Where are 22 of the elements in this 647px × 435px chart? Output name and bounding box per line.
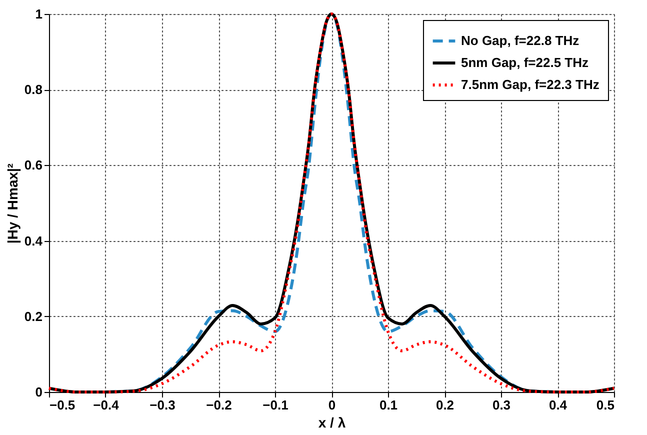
legend-label: No Gap, f=22.8 THz (461, 33, 580, 48)
y-tick-label: 0 (35, 384, 42, 400)
x-tick-label: 0.5 (596, 398, 614, 412)
y-axis-title: |Hy / Hmax|² (4, 163, 22, 244)
y-tick-label: 0.2 (24, 308, 42, 324)
x-tick-label: 0.4 (548, 398, 568, 412)
x-tick-label: −0.2 (206, 398, 232, 412)
x-tick-label: −0.1 (262, 398, 288, 412)
x-tick-label: 0.1 (379, 398, 398, 412)
x-tick-label: 0.2 (436, 398, 454, 412)
legend-label: 7.5nm Gap, f=22.3 THz (461, 77, 600, 92)
x-tick-label: −0.4 (93, 398, 120, 412)
y-tick-label: 0.4 (24, 233, 44, 248)
y-tick-label: 1 (35, 6, 42, 22)
x-axis-title: x / λ (318, 414, 346, 430)
y-tick-label: 0.6 (24, 158, 42, 173)
y-tick-label: 0.8 (24, 82, 42, 98)
legend-label: 5nm Gap, f=22.5 THz (461, 55, 590, 70)
x-tick-label: 0.3 (492, 398, 511, 412)
x-tick-label: 0 (328, 398, 336, 412)
x-tick-label: −0.3 (150, 398, 176, 412)
x-tick-label: −0.5 (50, 398, 76, 412)
